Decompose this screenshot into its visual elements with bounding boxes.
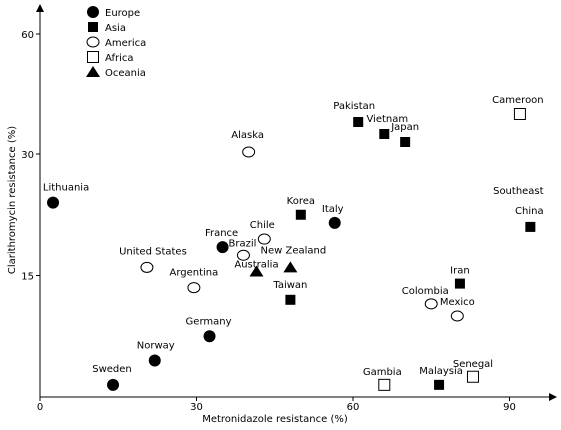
point-label-argentina: Argentina <box>169 268 218 279</box>
x-axis-label: Metronidazole resistance (%) <box>202 414 348 425</box>
point-label-sweden: Sweden <box>92 364 132 375</box>
point-label-chile: Chile <box>250 220 275 231</box>
legend-label-oceania: Oceania <box>105 68 146 79</box>
point-label-united-states: United States <box>119 246 187 257</box>
point-united-states <box>140 261 154 273</box>
point-label-italy: Italy <box>322 204 344 215</box>
point-korea <box>295 209 306 220</box>
legend-label-america: America <box>105 38 146 49</box>
point-lithuania <box>47 196 60 209</box>
legend: Europe Asia America Africa Oceania <box>86 6 146 79</box>
point-germany <box>203 330 216 343</box>
point-chile <box>257 233 271 245</box>
x-axis-arrow <box>549 393 557 401</box>
point-new-zealand <box>283 261 298 273</box>
point-senegal <box>466 370 479 383</box>
point-taiwan <box>285 294 296 305</box>
point-label-australia: Australia <box>234 259 278 270</box>
point-label-iran: Iran <box>450 266 470 277</box>
y-tick-label: 15 <box>21 272 34 283</box>
point-cameroon <box>513 108 526 120</box>
legend-marker-america <box>86 36 100 48</box>
point-sweden <box>107 378 120 391</box>
legend-label-asia: Asia <box>105 23 126 34</box>
point-france <box>216 241 229 254</box>
point-label-new-zealand: New Zealand <box>261 245 327 256</box>
point-norway <box>148 354 161 367</box>
point-labels: Lithuania France Italy Germany Norway Sweden P… <box>43 95 544 378</box>
y-axis-arrow <box>36 4 44 12</box>
point-australia <box>249 265 264 277</box>
point-alaska <box>242 146 256 158</box>
x-tick-label: 90 <box>503 402 516 413</box>
legend-marker-europe <box>87 6 99 18</box>
point-label-senegal: Senegal <box>453 359 493 370</box>
legend-label-africa: Africa <box>105 53 134 64</box>
x-tick-label: 60 <box>347 402 360 413</box>
point-japan <box>400 137 411 147</box>
point-vietnam <box>379 129 390 139</box>
axes: 0 30 60 90 15 30 60 <box>21 4 557 413</box>
legend-marker-oceania <box>86 66 100 77</box>
point-label-vietnam: Vietnam <box>366 114 408 125</box>
point-label-mexico: Mexico <box>440 297 475 308</box>
point-pakistan <box>353 117 364 127</box>
point-label-japan: Japan <box>390 122 419 133</box>
y-tick-label: 30 <box>21 150 34 161</box>
point-mexico <box>450 310 464 322</box>
point-southeast-china <box>525 221 536 232</box>
point-label-norway: Norway <box>137 341 175 352</box>
point-italy <box>328 216 341 229</box>
point-label-france: France <box>205 228 238 239</box>
point-label-taiwan: Taiwan <box>272 280 307 291</box>
point-iran <box>454 278 465 289</box>
legend-marker-asia <box>88 22 98 32</box>
y-tick-label: 60 <box>21 30 34 41</box>
point-colombia <box>424 298 438 310</box>
point-gambia <box>378 378 391 391</box>
point-label-lithuania: Lithuania <box>43 183 89 194</box>
point-label-colombia: Colombia <box>402 286 449 297</box>
legend-label-europe: Europe <box>105 8 140 19</box>
point-label-brazil: Brazil <box>228 238 256 249</box>
y-axis-label: Clarithromycin resistance (%) <box>7 126 18 274</box>
point-argentina <box>187 282 201 294</box>
point-label-southeast-china: China <box>515 206 544 217</box>
point-label-alaska: Alaska <box>231 130 264 141</box>
point-label-cameroon: Cameroon <box>492 95 543 106</box>
x-tick-label: 30 <box>190 402 203 413</box>
point-label-southeast-china: Southeast <box>493 186 544 197</box>
point-label-pakistan: Pakistan <box>333 101 375 112</box>
point-label-gambia: Gambia <box>363 367 402 378</box>
data-points <box>47 108 536 391</box>
point-brazil <box>236 249 250 261</box>
point-label-malaysia: Malaysia <box>419 366 463 377</box>
point-label-germany: Germany <box>186 316 232 327</box>
legend-marker-africa <box>87 51 99 63</box>
point-malaysia <box>434 379 445 390</box>
point-label-korea: Korea <box>287 196 315 207</box>
x-tick-label: 0 <box>37 402 43 413</box>
